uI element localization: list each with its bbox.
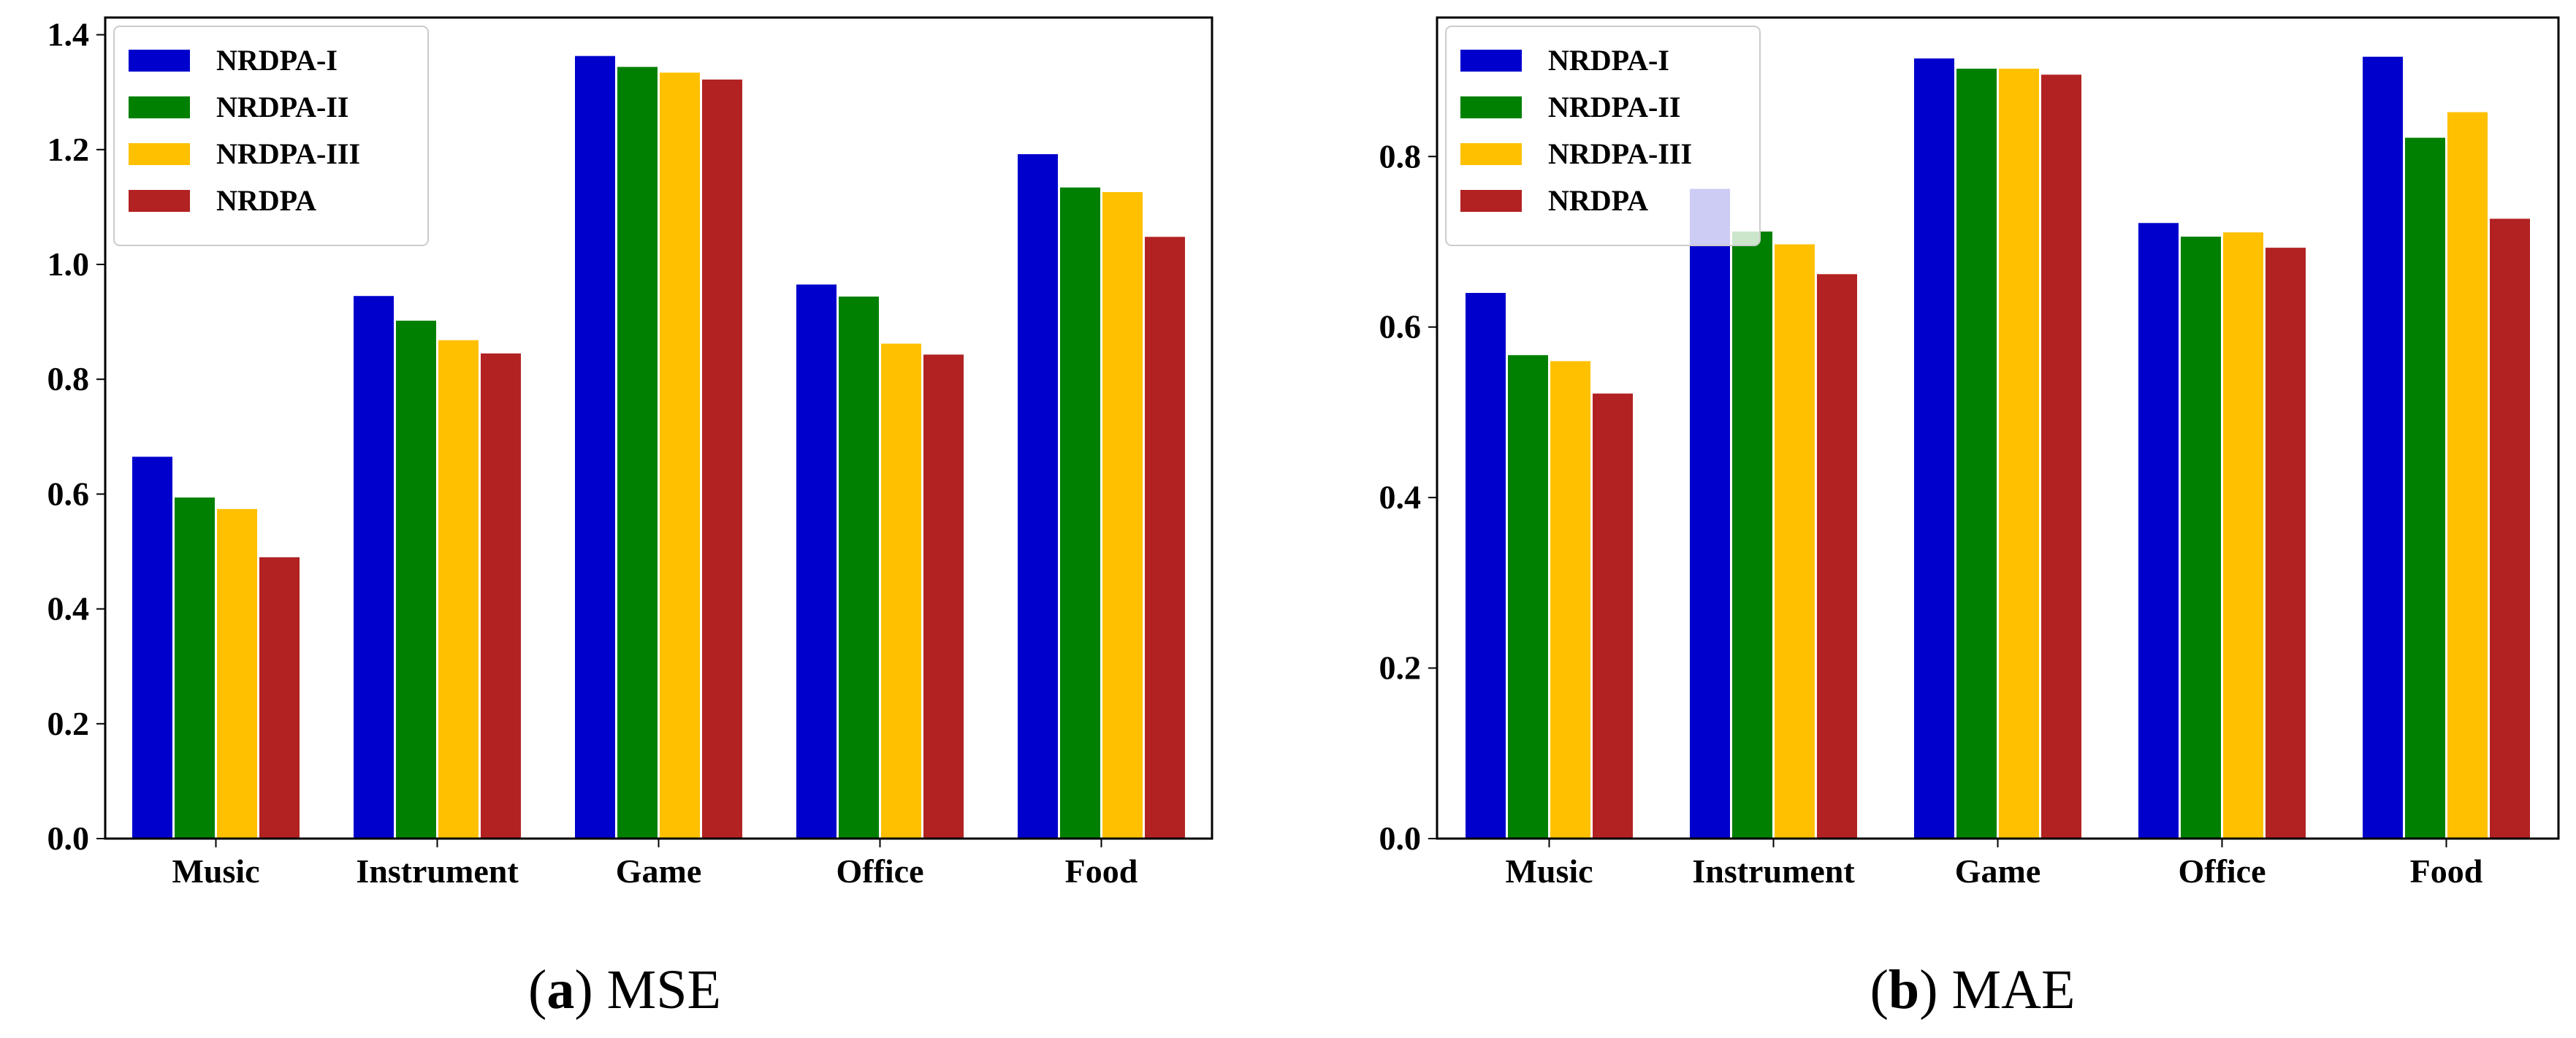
y-tick-label: 1.4 bbox=[47, 16, 90, 53]
y-tick-label: 0.8 bbox=[1379, 137, 1422, 175]
y-tick-label: 0.4 bbox=[47, 590, 90, 627]
legend-label-nrdpa-ii: NRDPA-II bbox=[1548, 91, 1680, 123]
legend-label-nrdpa-iii: NRDPA-III bbox=[216, 137, 360, 170]
bar-nrdpa-ii-office bbox=[839, 297, 879, 839]
bar-nrdpa-instrument bbox=[1817, 274, 1857, 839]
bar-nrdpa-i-instrument bbox=[1690, 188, 1730, 839]
legend-swatch-nrdpa bbox=[129, 190, 190, 212]
legend-swatch-nrdpa-i bbox=[1460, 50, 1522, 72]
bar-nrdpa-ii-music bbox=[1508, 355, 1548, 839]
bar-nrdpa-office bbox=[923, 354, 964, 839]
x-tick-label-music: Music bbox=[1505, 852, 1593, 890]
chart-mse: Music Instrument Game Office Food 0.0 0.2 0.4 0.… bbox=[47, 16, 1213, 890]
legend bbox=[113, 26, 429, 246]
bar-nrdpa-game bbox=[2041, 75, 2081, 839]
y-tick-label: 0.2 bbox=[47, 705, 90, 742]
bar-nrdpa-ii-food bbox=[2405, 137, 2445, 839]
x-tick-label-food: Food bbox=[2410, 852, 2483, 890]
bar-nrdpa-music bbox=[1593, 393, 1633, 839]
bar-nrdpa-music bbox=[259, 557, 300, 839]
bar-nrdpa-iii-office bbox=[2223, 232, 2263, 839]
bar-nrdpa-i-game bbox=[1914, 58, 1954, 839]
caption-mse: (a) MSE bbox=[528, 959, 721, 1020]
bar-nrdpa-ii-game bbox=[617, 66, 658, 839]
x-tick-label-office: Office bbox=[2178, 852, 2266, 890]
bar-nrdpa-ii-office bbox=[2181, 236, 2221, 839]
y-tick-label: 0.6 bbox=[1379, 308, 1422, 346]
x-tick-label-music: Music bbox=[172, 852, 259, 890]
x-tick-label-office: Office bbox=[836, 852, 923, 890]
bar-nrdpa-iii-instrument bbox=[438, 340, 479, 839]
bar-nrdpa-ii-food bbox=[1060, 187, 1100, 839]
bar-nrdpa-i-office bbox=[2138, 223, 2179, 839]
y-tick-label: 0.2 bbox=[1379, 649, 1422, 687]
y-tick-label: 0.0 bbox=[47, 820, 90, 857]
legend-swatch-nrdpa-iii bbox=[129, 143, 190, 165]
bar-nrdpa-ii-instrument bbox=[396, 321, 436, 839]
y-tick-label: 0.6 bbox=[47, 475, 90, 512]
legend-swatch-nrdpa-iii bbox=[1460, 143, 1522, 165]
bar-nrdpa-i-instrument bbox=[354, 296, 394, 839]
legend-swatch-nrdpa-ii bbox=[1460, 96, 1522, 118]
bar-nrdpa-ii-music bbox=[175, 497, 215, 839]
x-tick-label-instrument: Instrument bbox=[356, 852, 519, 890]
bar-nrdpa-iii-game bbox=[660, 72, 700, 839]
bar-nrdpa-iii-office bbox=[881, 343, 921, 839]
y-tick-label: 0.4 bbox=[1379, 478, 1422, 516]
legend-label-nrdpa-iii: NRDPA-III bbox=[1548, 137, 1692, 170]
bar-nrdpa-i-office bbox=[796, 284, 837, 839]
bar-nrdpa-i-food bbox=[1018, 154, 1058, 839]
bar-nrdpa-i-game bbox=[575, 56, 615, 839]
legend-swatch-nrdpa bbox=[1460, 190, 1522, 212]
legend-label-nrdpa-i: NRDPA-I bbox=[1548, 44, 1669, 77]
bar-nrdpa-food bbox=[1145, 237, 1185, 839]
legend-label-nrdpa-i: NRDPA-I bbox=[216, 44, 338, 77]
legend-swatch-nrdpa-i bbox=[129, 50, 190, 72]
legend-label-nrdpa: NRDPA bbox=[1548, 184, 1648, 217]
legend-label-nrdpa: NRDPA bbox=[216, 184, 316, 217]
x-tick-label-game: Game bbox=[1955, 852, 2041, 890]
caption-mae: (b) MAE bbox=[1870, 959, 2076, 1020]
chart-mae: Music Instrument Game Office Food 0.0 0.2 0.4 0.… bbox=[1379, 16, 2560, 890]
bar-nrdpa-ii-game bbox=[1956, 69, 1997, 839]
bar-nrdpa-i-music bbox=[132, 457, 172, 839]
plot-frame bbox=[1436, 16, 2560, 840]
y-tick-label: 0.8 bbox=[47, 360, 90, 397]
y-tick-label: 1.0 bbox=[47, 245, 90, 283]
y-tick-label: 0.0 bbox=[1379, 820, 1422, 857]
bar-nrdpa-iii-food bbox=[2447, 112, 2488, 839]
plot-frame bbox=[104, 16, 1213, 840]
bar-nrdpa-iii-instrument bbox=[1775, 244, 1815, 839]
bar-nrdpa-ii-instrument bbox=[1732, 231, 1772, 839]
bar-nrdpa-i-food bbox=[2363, 56, 2403, 839]
bar-nrdpa-iii-music bbox=[217, 508, 257, 839]
y-tick-label: 1.2 bbox=[47, 131, 90, 168]
bar-nrdpa-iii-food bbox=[1102, 191, 1143, 839]
x-tick-label-instrument: Instrument bbox=[1692, 852, 1855, 890]
bar-nrdpa-iii-music bbox=[1550, 361, 1590, 839]
bar-nrdpa-i-music bbox=[1466, 293, 1506, 839]
x-tick-label-game: Game bbox=[616, 852, 702, 890]
x-tick-label-food: Food bbox=[1065, 852, 1138, 890]
legend bbox=[1445, 26, 1761, 246]
bar-nrdpa-office bbox=[2266, 248, 2306, 839]
legend-label-nrdpa-ii: NRDPA-II bbox=[216, 91, 348, 123]
bar-nrdpa-iii-game bbox=[1999, 69, 2039, 839]
bar-nrdpa-food bbox=[2490, 218, 2530, 839]
bar-nrdpa-game bbox=[702, 79, 742, 839]
bar-nrdpa-instrument bbox=[481, 353, 521, 839]
legend-swatch-nrdpa-ii bbox=[129, 96, 190, 118]
